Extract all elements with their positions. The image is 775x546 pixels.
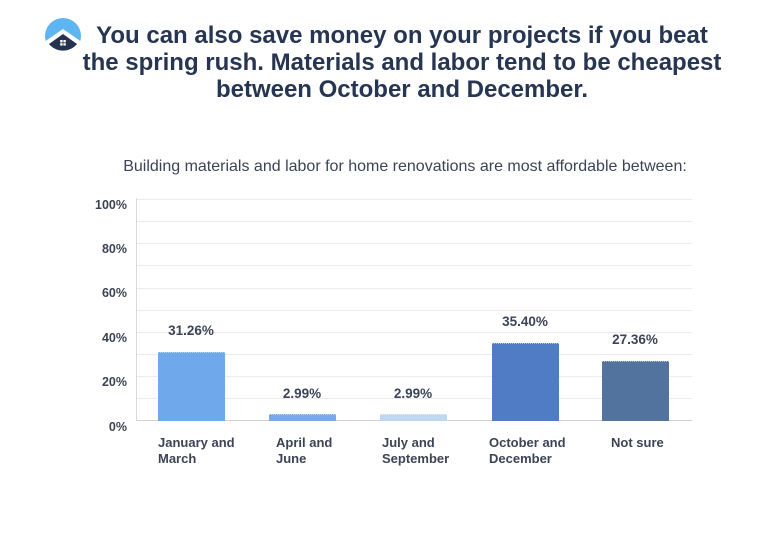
bar-october-december — [492, 343, 559, 421]
bar-july-september — [380, 414, 447, 421]
x-category-label-line: September — [382, 451, 450, 466]
bar-value-label: 35.40% — [502, 314, 548, 329]
x-category-label-line: July and — [382, 435, 435, 450]
gridline — [137, 265, 692, 266]
gridline — [137, 199, 692, 200]
y-tick-label: 80% — [101, 242, 127, 256]
bar-january-march — [158, 352, 225, 421]
y-tick-label: 0% — [108, 420, 127, 434]
x-category-label-line: December — [489, 451, 552, 466]
bar-value-label: 2.99% — [393, 386, 433, 401]
x-category-label-line: October and — [489, 435, 566, 450]
gridline — [137, 398, 692, 399]
x-category-label-line: June — [276, 451, 307, 466]
x-category-label-line: April and — [276, 435, 333, 450]
gridline — [137, 332, 692, 333]
y-tick-label: 40% — [101, 331, 127, 345]
x-category-label: July and September — [382, 435, 492, 467]
x-category-label-line: March — [158, 451, 197, 466]
bar-not-sure — [602, 361, 669, 421]
header: You can also save money on your projects… — [0, 0, 775, 110]
headline-title: You can also save money on your projects… — [82, 22, 722, 103]
bar-april-june — [269, 414, 336, 421]
bar-value-label: 2.99% — [282, 386, 322, 401]
y-tick-label: 100% — [95, 198, 127, 212]
gridline — [137, 310, 692, 311]
x-category-label: April and June — [276, 435, 386, 467]
bar-value-label: 31.26% — [168, 323, 214, 338]
y-tick-label: 20% — [101, 375, 127, 389]
chart-title: Building materials and labor for home re… — [123, 158, 687, 175]
house-roof-logo-icon — [45, 18, 81, 55]
y-axis-line — [136, 198, 137, 421]
y-tick-label: 60% — [101, 286, 127, 300]
x-category-label: January and March — [158, 435, 268, 467]
bar-value-label: 27.36% — [612, 332, 658, 347]
gridline — [137, 376, 692, 377]
x-category-label: Not sure — [611, 435, 721, 451]
x-category-label-line: Not sure — [611, 435, 664, 450]
gridline — [137, 243, 692, 244]
gridline — [137, 221, 692, 222]
x-category-label-line: January and — [158, 435, 235, 450]
x-category-label: October and December — [489, 435, 599, 467]
gridline — [137, 288, 692, 289]
gridline — [137, 354, 692, 355]
